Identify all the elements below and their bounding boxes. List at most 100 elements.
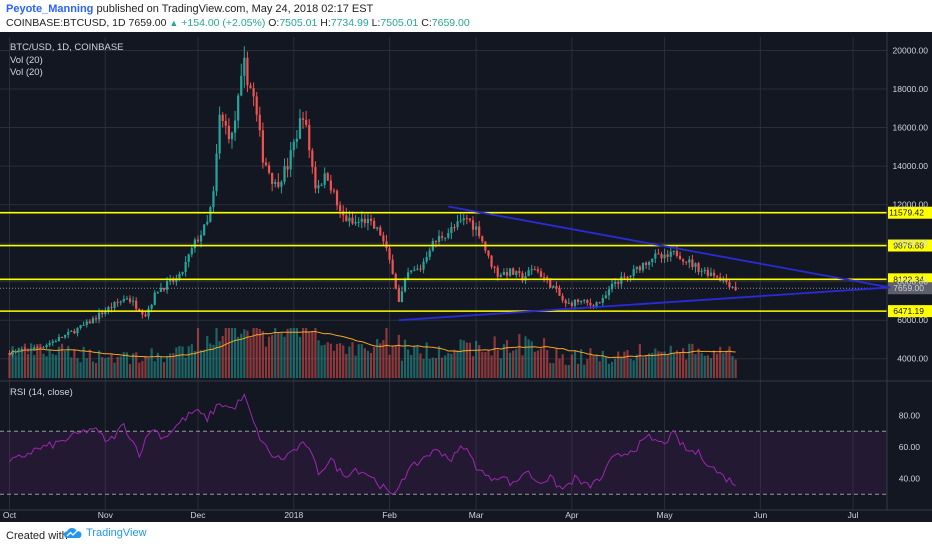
tradingview-brand[interactable]: TradingView <box>64 527 147 539</box>
candle-body <box>376 227 379 229</box>
x-tick-label: Jul <box>848 510 859 520</box>
snapshot-header: Peyote_Manning published on TradingView.… <box>0 0 932 32</box>
volume-bar <box>85 358 88 378</box>
volume-bar <box>233 328 237 378</box>
candle-body <box>441 236 444 238</box>
volume-bar <box>508 352 512 378</box>
candle-body <box>212 191 215 208</box>
candle-body <box>425 256 428 262</box>
volume-bar <box>249 337 252 378</box>
y-tick-label: 16000.00 <box>893 123 929 133</box>
candle-body <box>546 277 549 279</box>
candle-body <box>280 181 283 187</box>
candle-body <box>51 341 54 344</box>
candle-body <box>521 273 524 281</box>
candle-body <box>339 205 342 212</box>
volume-bar <box>595 354 598 378</box>
levels-layer: 11579.42 9876.68 8122.34 6471.19 7659.00 <box>0 205 932 322</box>
candle-body <box>725 279 728 283</box>
candle-body <box>159 287 163 292</box>
candle-body <box>240 75 243 96</box>
volume-bar <box>490 355 493 378</box>
volume-bar <box>150 348 153 378</box>
volume-bar <box>36 344 39 378</box>
candle-body <box>505 272 509 276</box>
volume-bar <box>230 328 234 378</box>
volume-bar <box>94 362 98 378</box>
volume-bar <box>8 355 11 378</box>
candle-body <box>434 241 438 243</box>
volume-bar <box>552 363 555 378</box>
candle-body <box>104 311 107 315</box>
candle-body <box>478 226 481 237</box>
chart-area[interactable]: 11579.42 9876.68 8122.34 6471.19 7659.00 200… <box>0 32 932 522</box>
volume-bar <box>644 355 648 378</box>
candle-body <box>447 232 450 238</box>
candle-body <box>561 295 564 301</box>
volume-bar <box>339 343 342 378</box>
volume-bar <box>360 344 363 378</box>
candle-body <box>462 218 465 221</box>
candle-body <box>181 272 184 274</box>
volume-bar <box>694 354 697 378</box>
volume-bar <box>45 356 48 378</box>
volume-bar <box>110 353 113 378</box>
candle-body <box>379 227 382 236</box>
candle-body <box>555 286 558 289</box>
candle-body <box>301 118 305 120</box>
candle-body <box>132 300 135 302</box>
volume-bar <box>586 359 589 378</box>
volume-bar <box>203 349 206 378</box>
volume-bar <box>144 355 147 378</box>
candle-body <box>651 258 654 263</box>
y-tick-label: 12000.00 <box>893 200 929 210</box>
candle-body <box>373 220 376 229</box>
candle-body <box>348 217 351 222</box>
candle-body <box>165 281 169 290</box>
volume-bar <box>60 343 64 378</box>
volume-bar <box>651 352 654 378</box>
volume-bar <box>456 350 459 378</box>
volume-bar <box>373 346 376 378</box>
candle-body <box>533 269 536 271</box>
candle-body <box>184 261 187 273</box>
volume-bar <box>629 358 632 378</box>
volume-bar <box>298 336 302 378</box>
candle-body <box>125 298 129 300</box>
volume-bar <box>162 362 166 378</box>
x-tick-label: Oct <box>3 510 17 520</box>
volume-bar <box>496 349 499 378</box>
candle-body <box>468 218 472 221</box>
candle-body <box>518 271 521 274</box>
author-link[interactable]: Peyote_Manning <box>6 3 94 15</box>
candle-body <box>289 150 292 170</box>
volume-bar <box>64 350 67 378</box>
x-tick-label: Jun <box>754 510 768 520</box>
candle-body <box>199 235 203 242</box>
candle-body <box>271 172 274 184</box>
volume-bar <box>156 352 159 378</box>
level-badge-label: 6471.19 <box>893 306 924 316</box>
candle-body <box>487 250 490 256</box>
close-value: 7659.00 <box>431 17 470 29</box>
volume-bar <box>407 349 410 378</box>
candle-body <box>8 352 11 356</box>
low-value: 7505.01 <box>380 17 419 29</box>
tradingview-cloud-icon <box>64 528 82 538</box>
volume-bar <box>474 340 478 378</box>
candle-body <box>363 218 366 224</box>
volume-bar <box>215 328 218 378</box>
candle-body <box>601 298 604 303</box>
volume-bar <box>261 331 264 378</box>
volume-bar <box>147 357 150 378</box>
candle-body <box>76 328 79 334</box>
candle-body <box>542 277 546 279</box>
candle-body <box>305 119 308 125</box>
volume-bar <box>116 356 119 378</box>
candle-body <box>437 236 441 242</box>
volume-bar <box>400 360 404 378</box>
candle-body <box>357 221 360 223</box>
volume-bar <box>354 355 357 378</box>
chart-svg[interactable]: 11579.42 9876.68 8122.34 6471.19 7659.00 200… <box>0 32 932 522</box>
